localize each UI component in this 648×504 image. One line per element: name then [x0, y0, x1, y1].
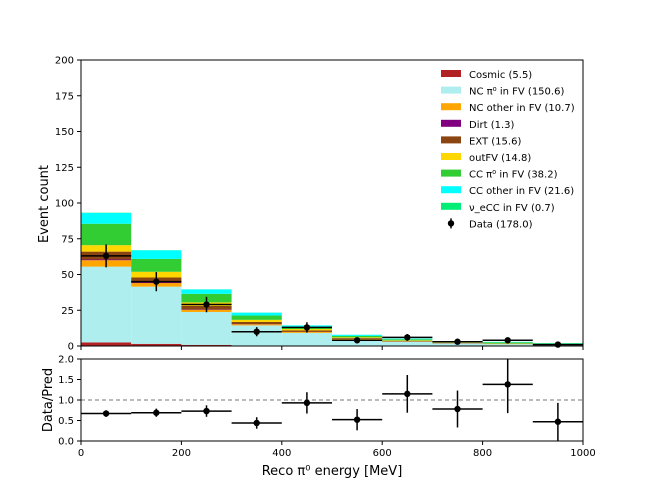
stack-bar [231, 312, 282, 316]
y-axis-label-main: Event count [37, 165, 52, 243]
legend-entry: NC π⁰ in FV (150.6) [441, 86, 564, 98]
y-tick-label: 125 [55, 163, 74, 174]
data-point [432, 338, 483, 345]
stack-bar [382, 341, 433, 346]
legend-label: NC other in FV (10.7) [469, 103, 575, 114]
ratio-panel: 0.0 0.5 1.0 1.5 2.0 0 200 400 600 800 1000 [58, 355, 596, 460]
ratio-point [131, 408, 182, 417]
y-tick-label: 50 [61, 270, 74, 281]
ratio-point [332, 409, 383, 431]
data-point [281, 322, 332, 333]
stack-bar [181, 289, 232, 294]
y-tick-label: 0.5 [58, 416, 74, 427]
legend-label: EXT (15.6) [469, 136, 521, 147]
stack-bar [131, 286, 182, 344]
legend-label: NC π⁰ in FV (150.6) [469, 87, 564, 98]
legend-swatch [441, 153, 461, 160]
legend-swatch [441, 202, 461, 210]
stack-bar [81, 266, 132, 343]
x-tick-label: 400 [272, 448, 291, 459]
data-point [181, 296, 232, 313]
y-tick-label: 1.0 [58, 396, 74, 407]
y-axis-label-ratio: Data/Pred [41, 368, 56, 432]
stack-bar [281, 332, 332, 346]
y-tick-label: 100 [55, 199, 74, 210]
legend-entry: EXT (15.6) [441, 136, 521, 147]
data-point [482, 337, 533, 344]
data-point [231, 327, 282, 337]
x-tick-label: 600 [373, 448, 392, 459]
x-tick-label: 1000 [570, 448, 595, 459]
stack-bar [131, 258, 182, 272]
legend-entry: NC other in FV (10.7) [441, 103, 575, 114]
stack-bar [81, 223, 132, 246]
ratio-point [281, 392, 332, 414]
legend-entry: Cosmic (5.5) [441, 70, 532, 81]
data-point [131, 272, 182, 292]
y-tick-label: 25 [61, 306, 74, 317]
legend-entry: ν_eCC in FV (0.7) [441, 202, 555, 214]
stack-bar [81, 213, 132, 224]
stack-bar [131, 343, 182, 346]
legend-entry: Dirt (1.3) [441, 119, 514, 131]
y-tick-label: 75 [61, 234, 74, 245]
x-tick-label: 0 [78, 448, 84, 459]
legend-entry: outFV (14.8) [441, 153, 531, 164]
legend-swatch [441, 119, 461, 127]
ratio-point [482, 359, 533, 414]
data-point [532, 341, 583, 348]
legend-swatch [441, 186, 461, 194]
ratio-point [382, 374, 433, 413]
ratio-point [231, 417, 282, 429]
stack-bar [131, 250, 182, 259]
stack-bar [382, 340, 433, 342]
stack-bar [482, 344, 533, 346]
legend-label: ν_eCC in FV (0.7) [469, 203, 555, 214]
legend-label: Dirt (1.3) [469, 120, 514, 131]
stack-bar [231, 315, 282, 320]
stack-bar [181, 311, 232, 345]
main-histogram-panel: 0 25 50 75 100 125 150 175 200 [55, 56, 584, 353]
stack-bar [332, 334, 383, 336]
stack-bar [231, 319, 282, 322]
stack-bar [181, 344, 232, 346]
ratio-point [181, 405, 232, 417]
legend-label: outFV (14.8) [469, 153, 531, 164]
stack-bar [332, 335, 383, 338]
x-tick-label: 200 [172, 448, 191, 459]
legend-label: Cosmic (5.5) [469, 70, 532, 81]
legend-entry: CC π⁰ in FV (38.2) [441, 169, 558, 181]
y-tick-label: 200 [55, 56, 74, 67]
ratio-point [81, 410, 132, 417]
legend-label: Data (178.0) [469, 219, 533, 230]
legend-swatch [441, 136, 461, 144]
y-tick-label: 2.0 [58, 355, 74, 366]
legend-swatch [441, 70, 461, 77]
x-tick-label: 800 [473, 448, 492, 459]
legend-swatch [441, 169, 461, 177]
legend-swatch [441, 86, 461, 94]
legend-label: CC π⁰ in FV (38.2) [469, 170, 558, 181]
data-point [81, 244, 132, 268]
legend: Cosmic (5.5) NC π⁰ in FV (150.6) NC other … [441, 70, 575, 230]
y-tick-label: 0.0 [58, 437, 74, 448]
ratio-point [432, 390, 483, 428]
legend-entry-data: Data (178.0) [447, 218, 533, 230]
y-tick-label: 1.5 [58, 375, 74, 386]
data-point [332, 337, 383, 344]
ratio-point [532, 402, 583, 441]
stack-bar [231, 324, 282, 326]
stack-bar [231, 321, 282, 325]
legend-swatch [441, 103, 461, 111]
data-point [382, 333, 433, 341]
legend-label: CC other in FV (21.6) [469, 186, 574, 197]
y-tick-label: 0 [68, 342, 74, 353]
x-axis-label: Reco π⁰ energy [MeV] [262, 464, 403, 479]
legend-entry: CC other in FV (21.6) [441, 186, 574, 197]
legend-marker [447, 220, 455, 227]
stack-bar [81, 342, 132, 346]
y-tick-label: 175 [55, 91, 74, 102]
y-tick-label: 150 [55, 127, 74, 138]
